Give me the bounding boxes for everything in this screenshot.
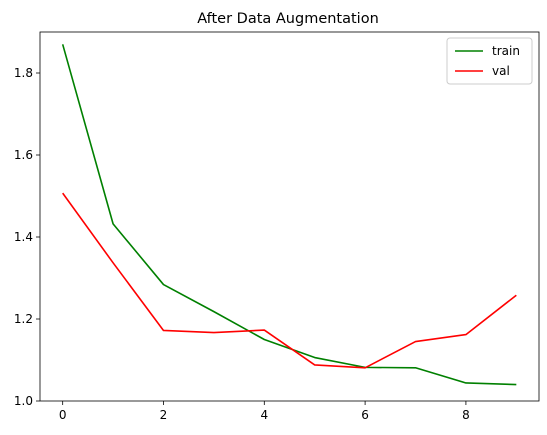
x-tick-label: 2 (160, 408, 168, 422)
x-axis: 0 2 4 6 8 (59, 401, 470, 422)
x-tick-label: 0 (59, 408, 67, 422)
plot-frame (39, 31, 540, 402)
legend-box (446, 37, 533, 85)
y-tick-label: 1.4 (14, 230, 33, 244)
y-tick-label: 1.6 (14, 148, 33, 162)
y-tick-label: 1.2 (14, 312, 33, 326)
y-tick-label: 1.0 (14, 394, 33, 408)
legend-label-val: val (492, 64, 510, 78)
y-axis: 1.0 1.2 1.4 1.6 1.8 (14, 66, 40, 408)
series-line-train (61, 44, 517, 386)
chart-title: After Data Augmentation (197, 11, 379, 27)
y-tick-label: 1.8 (14, 66, 33, 80)
plot-lines (61, 44, 517, 386)
x-tick-label: 4 (260, 408, 268, 422)
x-tick-label: 8 (462, 408, 470, 422)
series-line-val (62, 192, 517, 369)
legend: train val (446, 37, 533, 85)
x-tick-label: 6 (361, 408, 369, 422)
legend-label-train: train (492, 44, 520, 58)
